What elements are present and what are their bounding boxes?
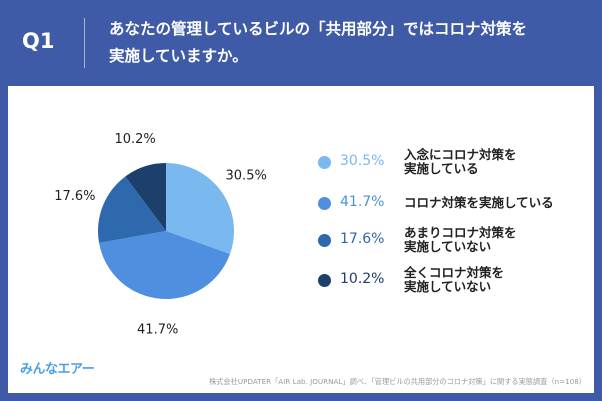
legend-pct-2: 41.7% (340, 194, 385, 210)
legend-item-4: 10.2% 全くコロナ対策を 実施していない (318, 266, 588, 304)
question-line-1: あなたの管理しているビルの「共用部分」ではコロナ対策を (109, 20, 528, 38)
legend-dot-4 (318, 274, 331, 287)
legend-label-1-line-2: 実施している (404, 161, 479, 176)
legend-pct-1: 30.5% (340, 153, 385, 169)
legend-pct-3: 17.6% (340, 231, 385, 247)
legend-label-3-line-1: あまりコロナ対策を (404, 225, 517, 240)
legend-dot-3 (318, 234, 331, 247)
legend-label-4-line-1: 全くコロナ対策を (404, 265, 505, 280)
question-header: Q1 あなたの管理しているビルの「共用部分」ではコロナ対策を 実施していますか。 (0, 0, 602, 84)
legend-item-2: 41.7% コロナ対策を実施している (318, 193, 588, 227)
chart-card: 30.5% 41.7% 17.6% 10.2% 30.5% 入念にコロナ対策を 実施し… (8, 86, 594, 393)
legend-label-4-line-2: 実施していない (404, 279, 492, 294)
legend-dot-1 (318, 156, 331, 169)
pie-label-4: 10.2% (114, 132, 155, 147)
legend-label-1-line-1: 入念にコロナ対策を (404, 147, 517, 162)
pie-slice-2 (99, 231, 230, 299)
legend-label-3-line-2: 実施していない (404, 239, 492, 254)
legend-dot-2 (318, 197, 331, 210)
pie-label-3: 17.6% (54, 189, 95, 204)
legend-label-4: 全くコロナ対策を 実施していない (404, 266, 504, 294)
pie-slice-4 (125, 163, 166, 231)
pie-chart: 30.5% 41.7% 17.6% 10.2% (54, 132, 267, 338)
question-line-2: 実施していますか。 (109, 47, 248, 65)
pie-label-1: 30.5% (226, 169, 267, 184)
brand-logo: みんなエアー (20, 362, 95, 377)
pie-label-2: 41.7% (137, 323, 178, 338)
legend-pct-4: 10.2% (340, 271, 385, 287)
question-text: あなたの管理しているビルの「共用部分」ではコロナ対策を 実施していますか。 (109, 16, 579, 70)
pie-slice-1 (166, 163, 235, 255)
source-note: 株式会社UPDATER「AIR Lab. JOURNAL」調べ、「管理ビルの共用… (209, 377, 586, 386)
legend-item-3: 17.6% あまりコロナ対策を 実施していない (318, 226, 588, 264)
pie-slice-3 (97, 176, 166, 243)
legend-label-3: あまりコロナ対策を 実施していない (404, 226, 517, 254)
question-number: Q1 (22, 29, 55, 53)
header-divider (84, 18, 85, 68)
legend-label-2-line-1: コロナ対策を実施している (404, 195, 554, 210)
legend-label-2: コロナ対策を実施している (404, 196, 554, 210)
legend-label-1: 入念にコロナ対策を 実施している (404, 148, 517, 176)
legend-item-1: 30.5% 入念にコロナ対策を 実施している (318, 148, 588, 186)
